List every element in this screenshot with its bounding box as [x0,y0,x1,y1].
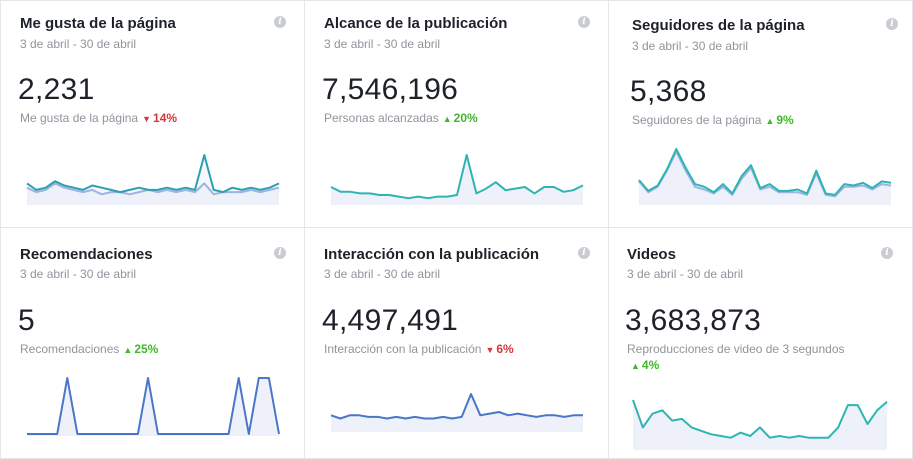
delta-badge: ▲ 25% [119,342,158,356]
card-value: 7,546,196 [322,73,459,106]
sparkline-series [27,377,280,435]
card-value: 3,683,873 [625,304,762,337]
card-value: 5,368 [630,75,707,108]
card-metric: Me gusta de la página ▼ 14% [20,111,177,125]
card-date: 3 de abril - 30 de abril [632,39,749,53]
arrow-down-icon: ▼ [485,345,495,355]
arrow-up-icon: ▲ [442,114,452,124]
sparkline-area [633,400,887,450]
card-title: Alcance de la publicación [324,15,508,32]
card-title: Me gusta de la página [20,15,176,32]
delta-badge: ▲ 4% [627,358,659,372]
card-date: 3 de abril - 30 de abril [20,267,137,281]
arrow-down-icon: ▼ [142,114,152,124]
sparkline [330,154,584,205]
info-icon[interactable]: i [274,247,286,259]
sparkline-series [330,393,583,420]
card-date: 3 de abril - 30 de abril [20,37,137,51]
metric-label: Me gusta de la página [20,111,139,125]
card-title: Videos [627,246,676,263]
card-metric: Reproducciones de video de 3 segundos [627,342,845,356]
delta-value: 14% [153,111,178,125]
sparkline [638,148,892,205]
metric-label: Interacción con la publicación [324,342,482,356]
card-interaccion[interactable]: Interacción con la publicación i 3 de ab… [304,227,609,459]
info-icon[interactable]: i [881,247,893,259]
card-videos[interactable]: Videos i 3 de abril - 30 de abril 3,683,… [608,227,913,459]
card-value: 5 [18,304,35,337]
sparkline-series [638,148,892,196]
delta-value: 20% [453,111,478,125]
card-title: Recomendaciones [20,246,153,263]
sparkline [632,399,888,450]
card-seguidores[interactable]: Seguidores de la página i 3 de abril - 3… [608,0,913,228]
card-value: 2,231 [18,73,95,106]
delta-value: 25% [134,342,159,356]
card-date: 3 de abril - 30 de abril [324,267,441,281]
sparkline-area [331,394,583,432]
card-date: 3 de abril - 30 de abril [627,267,744,281]
card-title: Seguidores de la página [632,17,805,34]
delta-badge: ▼ 14% [138,111,177,125]
arrow-up-icon: ▲ [765,116,775,126]
info-icon[interactable]: i [274,16,286,28]
card-metric: Interacción con la publicación ▼ 6% [324,342,514,356]
card-me-gusta[interactable]: Me gusta de la página i 3 de abril - 30 … [0,0,305,228]
sparkline [27,377,280,436]
sparkline-series [632,399,888,439]
arrow-up-icon: ▲ [123,345,133,355]
delta-badge: ▲ 20% [439,111,478,125]
card-metric: Seguidores de la página ▲ 9% [632,113,794,127]
card-value: 4,497,491 [322,304,459,337]
card-metric: Recomendaciones ▲ 25% [20,342,158,356]
delta-value: 6% [496,342,514,356]
metric-label: Recomendaciones [20,342,120,356]
delta-value: 9% [776,113,794,127]
card-alcance[interactable]: Alcance de la publicación i 3 de abril -… [304,0,609,228]
arrow-up-icon: ▲ [631,361,640,371]
metric-label: Personas alcanzadas [324,111,439,125]
sparkline-series [330,154,584,200]
info-icon[interactable]: i [886,18,898,30]
sparkline-area [639,149,891,205]
card-date: 3 de abril - 30 de abril [324,37,441,51]
info-icon[interactable]: i [578,16,590,28]
delta-value: 4% [641,358,660,372]
sparkline [26,154,280,205]
info-icon[interactable]: i [578,247,590,259]
sparkline-area [27,155,279,205]
metric-label: Seguidores de la página [632,113,762,127]
sparkline-series [26,154,280,194]
sparkline-area [331,155,583,205]
card-title: Interacción con la publicación [324,246,540,263]
sparkline [330,393,583,432]
card-recomendaciones[interactable]: Recomendaciones i 3 de abril - 30 de abr… [0,227,305,459]
delta-badge: ▲ 9% [761,113,793,127]
delta-badge: ▼ 6% [481,342,513,356]
card-metric: Personas alcanzadas ▲ 20% [324,111,478,125]
